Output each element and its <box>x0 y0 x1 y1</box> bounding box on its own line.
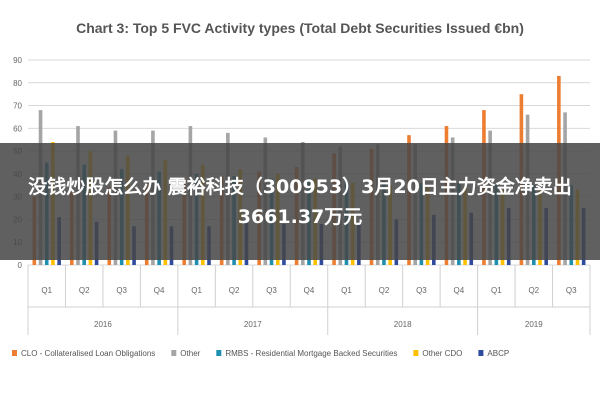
year-label: 2017 <box>244 320 262 329</box>
y-tick-label: 70 <box>13 102 22 111</box>
x-tick-label: Q4 <box>154 286 165 295</box>
year-label: 2016 <box>94 320 112 329</box>
x-tick-label: Q1 <box>491 286 502 295</box>
legend: CLO - Collateralised Loan Obligations Oth… <box>12 349 509 358</box>
headline-text: 没钱炒股怎么办 震裕科技（300953）3月20日主力资金净卖出3661.37万… <box>28 175 572 228</box>
x-tick-label: Q1 <box>341 286 352 295</box>
x-tick-label: Q3 <box>116 286 127 295</box>
y-tick-label: 0 <box>18 261 23 270</box>
x-tick-label: Q2 <box>79 286 90 295</box>
x-tick-label: Q3 <box>566 286 577 295</box>
legend-swatch <box>216 350 222 356</box>
y-tick-label: 80 <box>13 79 22 88</box>
legend-swatch <box>12 350 17 356</box>
legend-label: ABCP <box>487 349 509 358</box>
x-tick-label: Q4 <box>454 286 465 295</box>
legend-swatch <box>413 350 419 356</box>
legend-label: RMBS - Residential Mortgage Backed Secur… <box>225 349 397 358</box>
x-tick-label: Q3 <box>266 286 277 295</box>
legend-swatch <box>171 350 177 356</box>
x-tick-label: Q4 <box>304 286 315 295</box>
y-tick-label: 90 <box>13 56 22 65</box>
x-tick-label: Q2 <box>379 286 390 295</box>
legend-label: CLO - Collateralised Loan Obligations <box>21 349 155 358</box>
chart-title: Chart 3: Top 5 FVC Activity types (Total… <box>76 20 524 36</box>
x-tick-label: Q1 <box>191 286 202 295</box>
y-tick-label: 60 <box>13 124 22 133</box>
x-tick-label: Q2 <box>528 286 539 295</box>
legend-label: Other CDO <box>422 349 462 358</box>
year-label: 2019 <box>525 320 543 329</box>
x-tick-label: Q3 <box>416 286 427 295</box>
x-tick-label: Q1 <box>41 286 52 295</box>
headline-banner: 没钱炒股怎么办 震裕科技（300953）3月20日主力资金净卖出3661.37万… <box>0 143 600 260</box>
year-label: 2018 <box>394 320 412 329</box>
legend-swatch <box>478 350 484 356</box>
x-tick-label: Q2 <box>229 286 240 295</box>
legend-label: Other <box>180 349 200 358</box>
